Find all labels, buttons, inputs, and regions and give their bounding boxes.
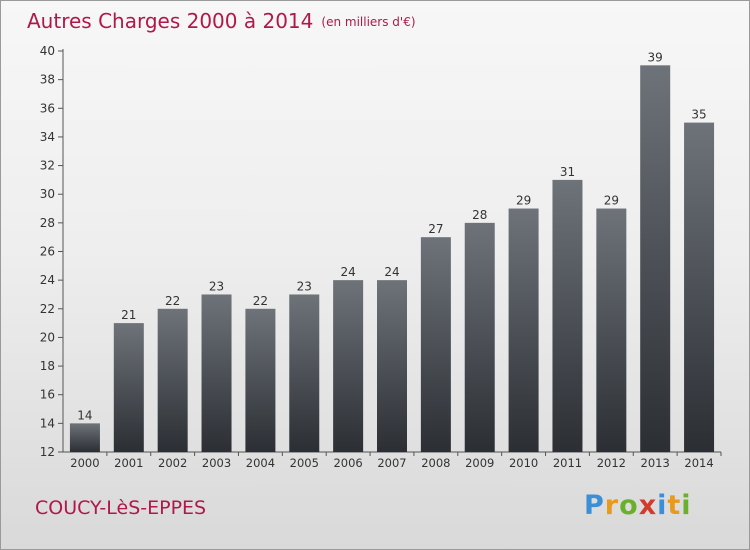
data-label-2003: 23: [209, 279, 224, 293]
y-tick-label: 28: [40, 216, 55, 230]
x-tick-label: 2010: [509, 456, 538, 470]
logo-letter: i: [657, 490, 668, 521]
bar-2007: [377, 280, 407, 452]
x-tick-label: 2008: [421, 456, 450, 470]
y-tick-label: 30: [40, 187, 55, 201]
bar-2012: [596, 208, 627, 452]
data-label-2010: 29: [516, 194, 531, 208]
logo-letter: t: [667, 490, 682, 521]
x-tick-label: 2001: [114, 456, 143, 470]
data-label-2009: 28: [472, 208, 487, 222]
bar-2000: [69, 423, 100, 452]
y-tick-label: 12: [40, 445, 55, 459]
x-tick-label: 2007: [377, 456, 406, 470]
data-label-2008: 27: [428, 222, 443, 236]
y-tick-label: 26: [40, 245, 55, 259]
x-tick-label: 2009: [465, 456, 494, 470]
y-tick-label: 16: [40, 388, 55, 402]
y-tick-label: 38: [40, 73, 55, 87]
data-label-2001: 21: [121, 308, 136, 322]
axes: 12 14 16 18 20 22 24 26 28 30 32 34 36 38 40 2000 2001 20…: [40, 44, 722, 470]
bar-2001: [113, 323, 144, 452]
bar-2005: [289, 294, 320, 452]
x-tick-label: 2002: [158, 456, 187, 470]
logo-letter: P: [584, 490, 605, 521]
bar-2011: [552, 179, 583, 452]
y-tick-label: 14: [40, 416, 55, 430]
bars: [69, 65, 715, 453]
data-label-2004: 22: [253, 294, 268, 308]
logo-letter: o: [619, 490, 639, 521]
y-tick-label: 20: [40, 330, 55, 344]
data-label-2011: 31: [560, 165, 575, 179]
y-tick-label: 40: [40, 44, 55, 58]
chart-title: Autres Charges 2000 à 2014 (en milliers d…: [27, 9, 416, 33]
bar-2004: [245, 308, 276, 452]
data-labels: 14 21 22 23 22 23 24 24 27 28 29 31 29 39 35: [77, 50, 706, 422]
bar-2006: [333, 280, 364, 452]
y-tick-label: 32: [40, 159, 55, 173]
logo-letter: i: [681, 490, 692, 521]
data-label-2013: 39: [648, 50, 663, 64]
bar-2013: [640, 65, 671, 453]
chart-title-text: Autres Charges 2000 à 2014: [27, 9, 314, 33]
y-tick-label: 34: [40, 130, 55, 144]
chart-unit: (en milliers d'€): [321, 15, 416, 29]
x-tick-label: 2011: [553, 456, 582, 470]
bar-2008: [420, 237, 451, 452]
x-tick-label: 2003: [202, 456, 231, 470]
bar-2002: [157, 308, 188, 452]
x-tick-label: 2012: [597, 456, 626, 470]
data-label-2014: 35: [691, 108, 706, 122]
x-tick-label: 2014: [684, 456, 713, 470]
bar-2014: [684, 122, 715, 452]
y-tick-label: 24: [40, 273, 55, 287]
y-tick-label: 36: [40, 101, 55, 115]
data-label-2012: 29: [604, 194, 619, 208]
x-tick-label: 2000: [70, 456, 99, 470]
data-label-2002: 22: [165, 294, 180, 308]
data-label-2007: 24: [384, 265, 399, 279]
x-tick-label: 2005: [290, 456, 319, 470]
bar-2010: [508, 208, 539, 452]
data-label-2000: 14: [77, 408, 92, 422]
x-tick-label: 2004: [246, 456, 275, 470]
bar-2003: [201, 294, 232, 452]
data-label-2006: 24: [340, 265, 355, 279]
logo-letter: r: [604, 490, 620, 521]
data-label-2005: 23: [297, 279, 312, 293]
y-tick-label: 22: [40, 302, 55, 316]
logo-letter: x: [638, 490, 658, 521]
x-tick-label: 2013: [641, 456, 670, 470]
y-tick-label: 18: [40, 359, 55, 373]
bar-2009: [464, 222, 495, 452]
town-name: COUCY-LèS-EPPES: [35, 497, 207, 519]
proxiti-logo[interactable]: Proxiti: [584, 490, 692, 521]
x-tick-label: 2006: [333, 456, 362, 470]
